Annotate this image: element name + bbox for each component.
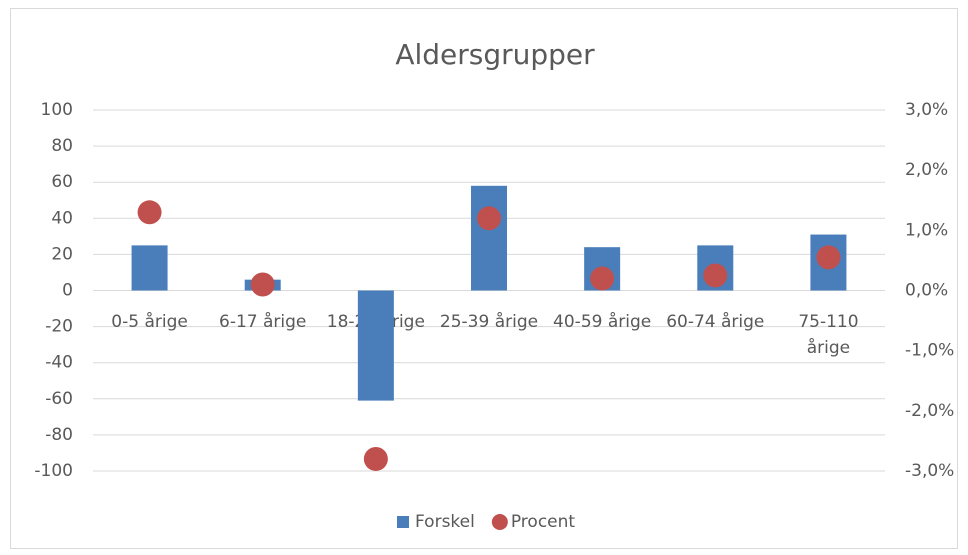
dot [590, 266, 615, 291]
legend-label: Procent [511, 512, 576, 532]
x-tick-label: 25-39 årige [440, 311, 538, 332]
x-tick-label: 60-74 årige [666, 311, 764, 332]
y2-tick-label: -2,0% [905, 401, 954, 421]
y2-tick-label: 0,0% [905, 281, 948, 301]
bar [471, 185, 507, 291]
y2-tick-label: 1,0% [905, 220, 948, 240]
x-tick-label: 0-5 årige [111, 311, 188, 332]
dot [363, 446, 388, 471]
y-tick-label: -80 [45, 425, 73, 445]
legend-swatch [491, 514, 508, 530]
dot [703, 263, 728, 288]
y-tick-label: 80 [51, 136, 73, 156]
bar [357, 290, 394, 401]
dot [137, 200, 162, 225]
bar [131, 245, 168, 291]
y2-tick-label: -1,0% [905, 341, 954, 361]
y-tick-label: 40 [51, 208, 73, 228]
y-tick-label: 60 [51, 172, 73, 192]
dot [250, 272, 275, 297]
legend-label: Forskel [415, 512, 475, 532]
x-tick-label: 75-110 årige [798, 312, 858, 358]
x-tick-label: 40-59 årige [553, 311, 651, 332]
y2-tick-label: -3,0% [905, 461, 954, 481]
y-tick-label: -60 [45, 389, 73, 409]
y2-tick-label: 3,0% [905, 100, 948, 120]
legend: Forskel Procent [397, 512, 575, 532]
dot [477, 206, 501, 231]
chart-title: Aldersgrupper [395, 38, 595, 71]
dot [816, 245, 841, 270]
y-tick-label: -40 [45, 353, 73, 373]
y-tick-label: 20 [51, 244, 73, 264]
legend-swatch [397, 516, 409, 528]
y2-tick-label: 2,0% [905, 160, 948, 180]
y-tick-label: -100 [34, 461, 73, 481]
y-tick-label: -20 [45, 317, 73, 337]
y-tick-label: 100 [41, 100, 73, 120]
y-tick-label: 0 [62, 281, 73, 301]
x-tick-label: 6-17 årige [219, 311, 306, 332]
